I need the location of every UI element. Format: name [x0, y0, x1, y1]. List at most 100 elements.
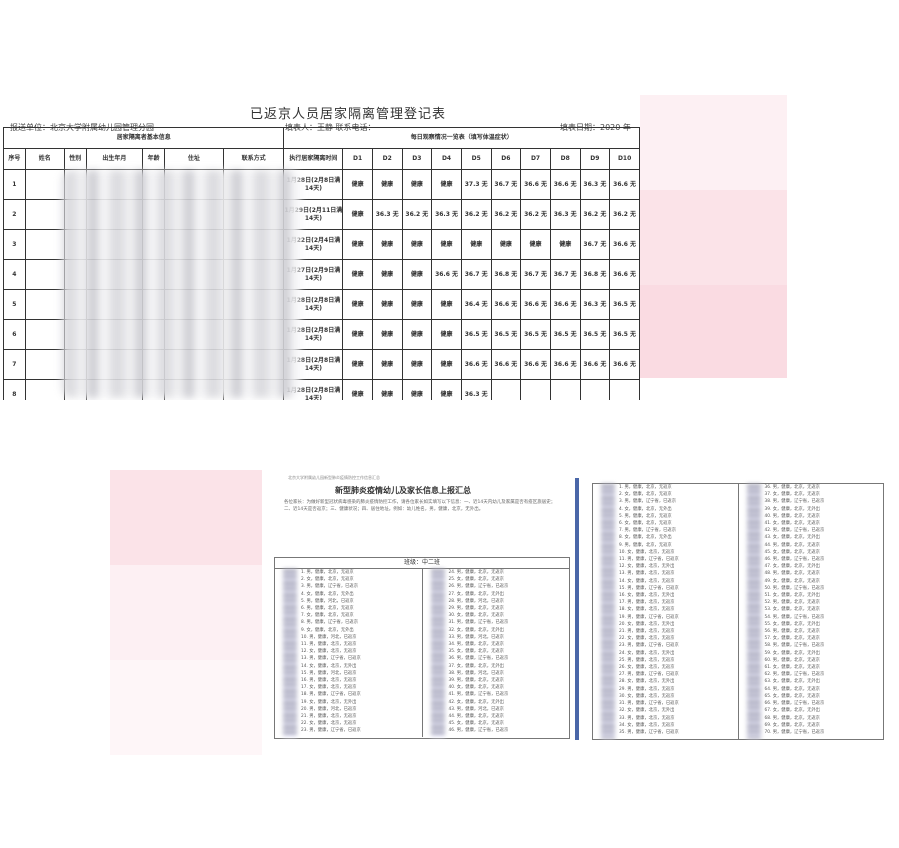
item-number: 58. [764, 643, 773, 649]
daily-status-cell: 36.6 无 [460, 349, 492, 380]
column-header: 住址 [163, 148, 224, 170]
row-number: 7 [3, 349, 26, 380]
item-text: 女，健康，北京，无返京 [456, 613, 504, 619]
list-item: 34. 男，健康，北京，无返京 [427, 641, 570, 648]
list-item: 44. 男，健康，北京，无返京 [427, 713, 570, 720]
item-number: 14. [301, 663, 310, 669]
item-number: 10. [619, 549, 628, 555]
list-item: 15. 男，健康，河北，已返京 [279, 670, 422, 677]
item-number: 35. [619, 729, 628, 735]
daily-status-cell: 健康 [371, 289, 403, 320]
list-item: 37. 女，健康，北京，无返京 [743, 491, 884, 498]
daily-status-cell: 36.2 无 [579, 199, 611, 230]
daily-status-cell: 36.5 无 [549, 319, 581, 350]
item-text: 女，健康，北京，无返京 [627, 578, 675, 584]
daily-status-cell: 健康 [401, 379, 433, 400]
item-number: 13. [619, 571, 628, 577]
item-text: 女，健康，北京，无返京 [306, 613, 354, 619]
item-number: 63. [764, 679, 773, 685]
item-text: 女，健康，北京，无返京 [456, 721, 504, 727]
item-text: 男，健康，北京，无返京 [456, 714, 504, 720]
day-column-header: D8 [549, 148, 581, 170]
page-divider [575, 478, 579, 740]
item-number: 19. [619, 614, 628, 620]
list-item: 42. 女，健康，北京，无外出 [427, 699, 570, 706]
item-text: 女，健康，北京，无返京 [627, 722, 675, 728]
list-item: 20. 男，健康，河北，已返京 [279, 706, 422, 713]
daily-status-cell: 健康 [401, 289, 433, 320]
item-number: 10. [301, 634, 310, 640]
item-text: 女，健康，北京，无返京 [309, 685, 357, 691]
document-title: 已返京人员居家隔离管理登记表 [250, 107, 447, 122]
item-number: 26. [619, 665, 628, 671]
item-number: 43. [764, 535, 773, 541]
daily-status-cell: 健康 [342, 259, 373, 290]
list-item: 6. 男，健康，北京，无返京 [279, 605, 422, 612]
item-text: 女，健康，北京，无返京 [306, 577, 354, 583]
item-number: 17. [619, 600, 628, 606]
item-number: 29. [619, 686, 628, 692]
daily-status-cell: 健康 [431, 229, 462, 260]
item-text: 女，健康，北京，无返京 [624, 492, 672, 498]
list-item: 33. 男，健康，河北，已返京 [427, 634, 570, 641]
item-number: 24. [619, 650, 628, 656]
list-item: 5. 男，健康，河北，已返京 [279, 598, 422, 605]
list-item: 37. 女，健康，北京，无外出 [427, 663, 570, 670]
item-number: 15. [619, 585, 628, 591]
highlight-block [640, 190, 787, 285]
list-item: 49. 女，健康，北京，无返京 [743, 578, 884, 585]
list-item: 40. 女，健康，北京，无返京 [427, 684, 570, 691]
item-number: 43. [448, 706, 457, 712]
item-text: 男，健康，北京，无返京 [309, 678, 357, 684]
daily-status-cell: 健康 [549, 229, 581, 260]
item-text: 男，健康，辽宁省，已返京 [309, 728, 361, 734]
list-item: 4. 女，健康，北京，无外出 [597, 506, 738, 513]
item-number: 41. [764, 521, 773, 527]
item-number: 51. [764, 593, 773, 599]
redacted-cell [24, 379, 65, 400]
item-number: 22. [619, 636, 628, 642]
daily-status-cell [549, 379, 581, 400]
daily-status-cell: 36.8 无 [490, 259, 522, 290]
column-header: 年龄 [142, 148, 165, 170]
item-text: 女，健康，北京，无外出 [772, 708, 820, 714]
item-text: 女，健康，北京，无返京 [309, 649, 357, 655]
list-item: 3. 男，健康，辽宁省，已返京 [597, 498, 738, 505]
student-list-column: 1. 男，健康，北京，无返京 2. 女，健康，北京，无返京 3. 男，健康，辽宁省，… [275, 569, 423, 737]
item-number: 28. [448, 598, 457, 604]
list-item: 65. 女，健康，北京，无返京 [743, 693, 884, 700]
row-number: 6 [3, 319, 26, 350]
item-number: 14. [619, 578, 628, 584]
item-text: 男，健康，辽宁省，已返京 [456, 692, 509, 698]
list-item: 10. 男，健康，河北，已返京 [279, 634, 422, 641]
daily-status-cell: 36.3 无 [431, 199, 462, 230]
list-item: 19. 女，健康，北京，无外出 [279, 699, 422, 706]
item-text: 男，健康，河北，已返京 [309, 706, 357, 712]
item-number: 33. [448, 634, 457, 640]
list-item: 38. 男，健康，河北，已返京 [427, 670, 570, 677]
item-text: 男，健康，辽宁省，已返京 [309, 656, 361, 662]
item-number: 8. [301, 620, 307, 626]
item-text: 女，健康，北京，无返京 [627, 665, 675, 671]
list-item: 38. 男，健康，辽宁省，已返京 [743, 498, 884, 505]
daily-status-cell [520, 379, 551, 400]
item-number: 50. [764, 585, 773, 591]
item-number: 44. [448, 714, 457, 720]
item-text: 男，健康，北京，无返京 [309, 714, 357, 720]
item-text: 男，健康，辽宁省，已返京 [772, 557, 825, 563]
item-text: 男，健康，辽宁省，已返京 [456, 620, 509, 626]
list-item: 32. 女，健康，北京，无外出 [427, 627, 570, 634]
item-number: 3. [301, 584, 307, 590]
item-number: 15. [301, 670, 310, 676]
column-header: 性别 [63, 148, 87, 170]
column-header: 联系方式 [222, 148, 285, 170]
daily-status-cell [490, 379, 522, 400]
column-header: 序号 [3, 148, 26, 170]
list-item: 59. 女，健康，北京，无外出 [743, 650, 884, 657]
item-text: 男，健康，北京，无返京 [624, 485, 672, 490]
list-item: 39. 女，健康，北京，无外出 [743, 506, 884, 513]
daily-status-cell: 健康 [371, 229, 403, 260]
item-text: 女，健康，北京，无外出 [306, 627, 354, 633]
item-number: 61. [764, 665, 773, 671]
list-item: 4. 女，健康，北京，无外出 [279, 591, 422, 598]
